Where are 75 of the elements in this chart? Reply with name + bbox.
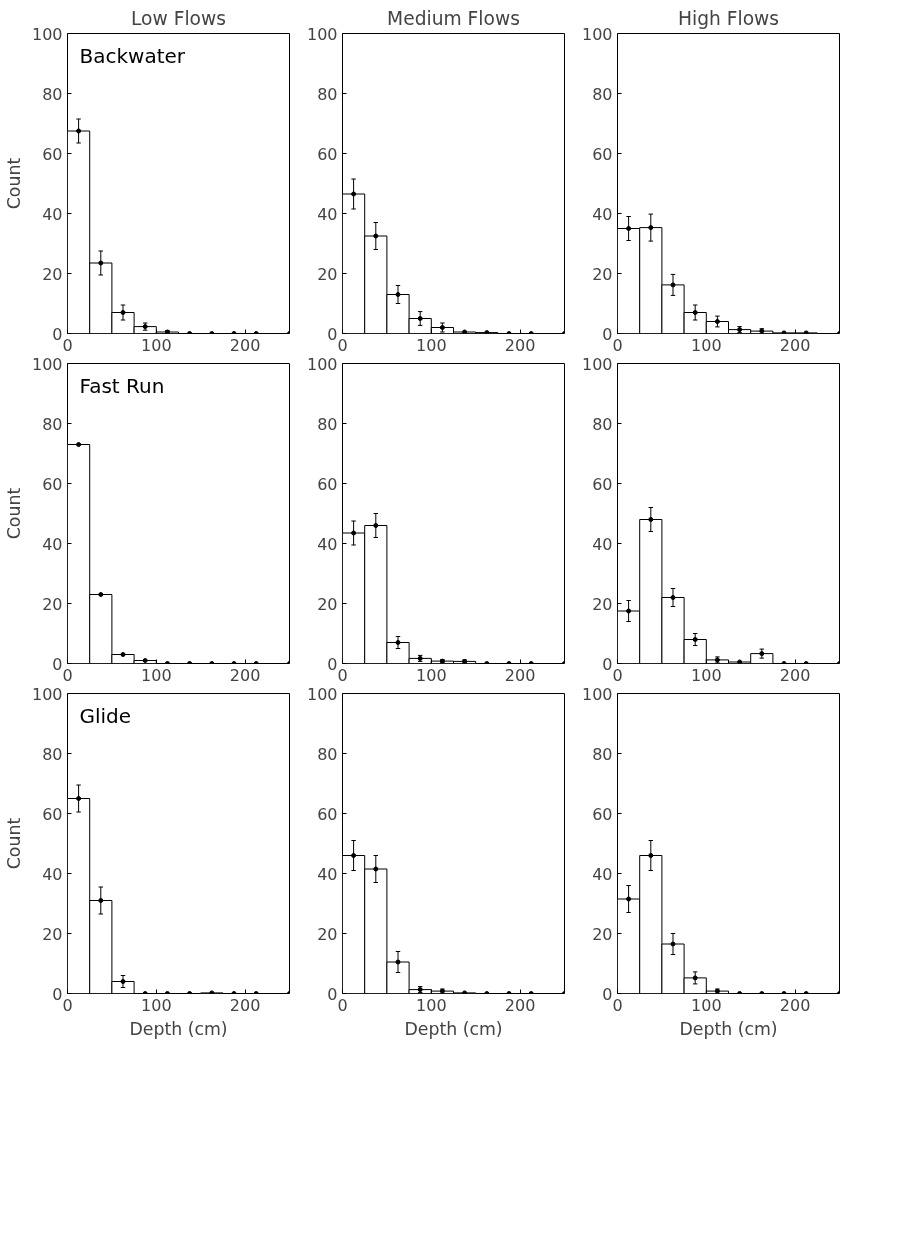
x-tick-label: 200	[504, 335, 536, 355]
y-tick-label: 60	[317, 474, 338, 494]
y-tick-label: 40	[592, 204, 613, 224]
y-tick-label: 20	[42, 924, 63, 944]
y-tick-label: 20	[592, 924, 613, 944]
y-tick-label: 60	[592, 474, 613, 494]
y-tick-label: 100	[306, 354, 338, 374]
y-tick-label: 20	[592, 594, 613, 614]
y-tick-label: 20	[592, 264, 613, 284]
y-tick-label: 80	[317, 744, 338, 764]
x-axis-title: Depth (cm)	[129, 1018, 228, 1039]
x-axis-title: Depth (cm)	[404, 1018, 503, 1039]
y-tick-label: 20	[317, 924, 338, 944]
x-tick-label: 200	[779, 335, 811, 355]
annotation: Glide	[79, 703, 132, 728]
y-tick-label: 100	[581, 354, 613, 374]
annotation: Fast Run	[79, 373, 165, 398]
x-tick-label: 200	[229, 995, 261, 1015]
y-tick-label: 80	[317, 84, 338, 104]
y-tick-label: 100	[581, 684, 613, 704]
chart-title: Low Flows	[131, 7, 226, 29]
x-tick-label: 100	[416, 335, 447, 355]
y-tick-label: 60	[592, 804, 613, 824]
x-tick-label: 100	[691, 995, 722, 1015]
y-tick-label: 40	[317, 204, 338, 224]
x-tick-label: 100	[416, 665, 447, 685]
y-tick-label: 40	[42, 204, 63, 224]
y-tick-label: 80	[592, 744, 613, 764]
y-axis-title: Count	[3, 487, 24, 540]
x-tick-label: 100	[691, 335, 722, 355]
y-axis-title: Count	[3, 157, 24, 210]
y-tick-label: 100	[581, 24, 613, 44]
y-tick-label: 80	[592, 414, 613, 434]
y-tick-label: 40	[42, 864, 63, 884]
x-tick-label: 100	[691, 665, 722, 685]
chart-title: Medium Flows	[387, 7, 520, 29]
x-tick-label: 100	[416, 995, 447, 1015]
y-tick-label: 60	[42, 144, 63, 164]
y-tick-label: 100	[31, 354, 63, 374]
x-axis-title: Depth (cm)	[679, 1018, 778, 1039]
x-tick-label: 200	[779, 665, 811, 685]
y-tick-label: 80	[42, 744, 63, 764]
x-tick-label: 200	[779, 995, 811, 1015]
y-tick-label: 100	[306, 684, 338, 704]
y-tick-label: 80	[42, 84, 63, 104]
y-tick-label: 60	[592, 144, 613, 164]
y-tick-label: 60	[42, 804, 63, 824]
y-tick-label: 100	[306, 24, 338, 44]
y-tick-label: 80	[42, 414, 63, 434]
y-tick-label: 40	[592, 864, 613, 884]
x-tick-label: 100	[141, 335, 172, 355]
x-tick-label: 100	[141, 995, 172, 1015]
annotation: Backwater	[79, 43, 186, 68]
y-tick-label: 20	[42, 594, 63, 614]
y-tick-label: 100	[31, 24, 63, 44]
y-tick-label: 100	[31, 684, 63, 704]
y-tick-label: 60	[317, 804, 338, 824]
x-tick-label: 200	[229, 665, 261, 685]
x-tick-label: 100	[141, 665, 172, 685]
y-tick-label: 40	[317, 534, 338, 554]
y-tick-label: 80	[592, 84, 613, 104]
x-tick-label: 200	[229, 335, 261, 355]
y-tick-label: 80	[317, 414, 338, 434]
y-tick-label: 60	[317, 144, 338, 164]
chart-title: High Flows	[677, 7, 780, 29]
y-tick-label: 40	[42, 534, 63, 554]
y-tick-label: 20	[42, 264, 63, 284]
x-tick-label: 200	[504, 665, 536, 685]
y-tick-label: 40	[317, 864, 338, 884]
y-tick-label: 20	[317, 264, 338, 284]
y-tick-label: 20	[317, 594, 338, 614]
y-tick-label: 60	[42, 474, 63, 494]
x-tick-label: 200	[504, 995, 536, 1015]
y-axis-title: Count	[3, 817, 24, 870]
y-tick-label: 40	[592, 534, 613, 554]
